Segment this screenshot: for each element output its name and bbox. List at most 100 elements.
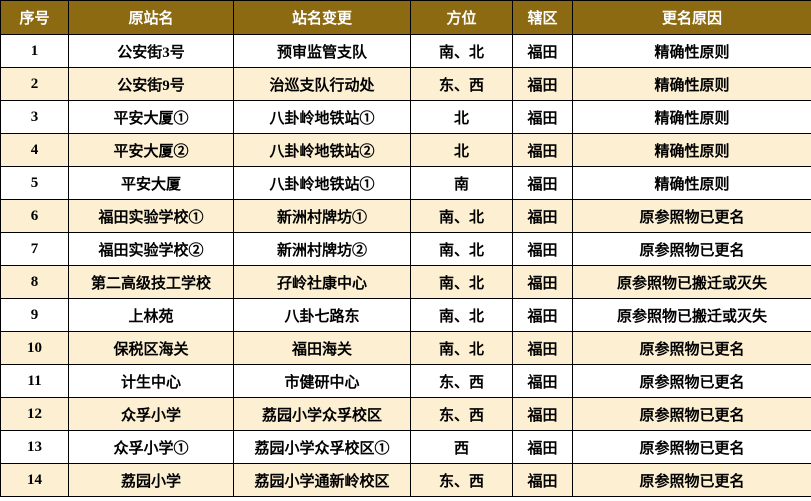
table-cell: 原参照物已更名 (572, 331, 811, 365)
table-cell: 原参照物已更名 (572, 199, 811, 233)
table-cell: 市健研中心 (233, 364, 411, 398)
table-cell: 荔园小学 (68, 463, 234, 497)
table-row: 9 上林苑 八卦七路东 南、北 福田 原参照物已搬迁或灭失 (0, 298, 811, 332)
table-cell: 福田 (512, 463, 573, 497)
table-cell: 南、北 (410, 265, 513, 299)
table-cell: 原参照物已搬迁或灭失 (572, 298, 811, 332)
table-cell: 福田 (512, 67, 573, 101)
table-cell: 南、北 (410, 199, 513, 233)
table-cell: 八卦七路东 (233, 298, 411, 332)
table-cell: 北 (410, 100, 513, 134)
table-cell: 平安大厦② (68, 133, 234, 167)
table-cell: 10 (0, 331, 69, 365)
table-cell: 东、西 (410, 67, 513, 101)
table-cell: 福田 (512, 364, 573, 398)
table-cell: 东、西 (410, 364, 513, 398)
table-row: 4 平安大厦② 八卦岭地铁站② 北福田 精确性原则 (0, 133, 811, 167)
table-cell: 东、西 (410, 397, 513, 431)
table-cell: 原参照物已更名 (572, 364, 811, 398)
table-cell: 13 (0, 430, 69, 464)
table-cell: 福田 (512, 430, 573, 464)
header-cell: 序号 (0, 0, 69, 35)
table-row: 7 福田实验学校② 新洲村牌坊② 南、北 福田 原参照物已更名 (0, 232, 811, 266)
table-cell: 福田实验学校② (68, 232, 234, 266)
table-cell: 7 (0, 232, 69, 266)
table-cell: 原参照物已更名 (572, 397, 811, 431)
table-cell: 北 (410, 133, 513, 167)
table-row: 3 平安大厦① 八卦岭地铁站① 北福田 精确性原则 (0, 100, 811, 134)
table-cell: 八卦岭地铁站① (233, 100, 411, 134)
table-cell: 计生中心 (68, 364, 234, 398)
table-cell: 福田 (512, 34, 573, 68)
table-cell: 9 (0, 298, 69, 332)
table-cell: 原参照物已更名 (572, 430, 811, 464)
table-cell: 精确性原则 (572, 166, 811, 200)
table-cell: 上林苑 (68, 298, 234, 332)
table-cell: 8 (0, 265, 69, 299)
table-cell: 平安大厦 (68, 166, 234, 200)
table-row: 12 众孚小学 荔园小学众孚校区 东、西 福田 原参照物已更名 (0, 397, 811, 431)
table-row: 13 众孚小学① 荔园小学众孚校区① 西福田 原参照物已更名 (0, 430, 811, 464)
table-row: 5 平安大厦 八卦岭地铁站① 南福田 精确性原则 (0, 166, 811, 200)
table-cell: 3 (0, 100, 69, 134)
header-cell: 方位 (410, 0, 513, 35)
table-row: 11 计生中心 市健研中心 东、西 福田 原参照物已更名 (0, 364, 811, 398)
header-row: 序号 原站名 站名变更 方位 辖区 更名原因 (0, 0, 811, 35)
table-cell: 精确性原则 (572, 100, 811, 134)
table-cell: 八卦岭地铁站① (233, 166, 411, 200)
table-cell: 福田 (512, 265, 573, 299)
table-cell: 福田 (512, 298, 573, 332)
table-row: 2 公安街9号 治巡支队行动处 东、西 福田 精确性原则 (0, 67, 811, 101)
table-cell: 预审监管支队 (233, 34, 411, 68)
table-cell: 西 (410, 430, 513, 464)
table-cell: 福田 (512, 166, 573, 200)
table-cell: 南、北 (410, 34, 513, 68)
table-cell: 精确性原则 (572, 67, 811, 101)
table-cell: 6 (0, 199, 69, 233)
table-cell: 原参照物已搬迁或灭失 (572, 265, 811, 299)
table-cell: 福田 (512, 331, 573, 365)
table-body: 1 公安街3号 预审监管支队 南、北 福田 精确性原则 2 公安街9号 治巡支队行动处 东、西 福田… (0, 34, 811, 497)
table-cell: 精确性原则 (572, 133, 811, 167)
table-cell: 新洲村牌坊② (233, 232, 411, 266)
table-cell: 孖岭社康中心 (233, 265, 411, 299)
table-cell: 福田 (512, 199, 573, 233)
table-cell: 新洲村牌坊① (233, 199, 411, 233)
table-cell: 八卦岭地铁站② (233, 133, 411, 167)
table-cell: 治巡支队行动处 (233, 67, 411, 101)
table-cell: 荔园小学通新岭校区 (233, 463, 411, 497)
table-cell: 众孚小学① (68, 430, 234, 464)
table-row: 1 公安街3号 预审监管支队 南、北 福田 精确性原则 (0, 34, 811, 68)
table-cell: 精确性原则 (572, 34, 811, 68)
table-cell: 众孚小学 (68, 397, 234, 431)
table-row: 8 第二高级技工学校 孖岭社康中心 南、北 福田 原参照物已搬迁或灭失 (0, 265, 811, 299)
table-cell: 公安街9号 (68, 67, 234, 101)
table-cell: 福田实验学校① (68, 199, 234, 233)
table-cell: 14 (0, 463, 69, 497)
table-cell: 2 (0, 67, 69, 101)
table-cell: 第二高级技工学校 (68, 265, 234, 299)
table-cell: 1 (0, 34, 69, 68)
table-cell: 南 (410, 166, 513, 200)
table-cell: 5 (0, 166, 69, 200)
table-cell: 原参照物已更名 (572, 232, 811, 266)
table-row: 14 荔园小学 荔园小学通新岭校区 东、西 福田 原参照物已更名 (0, 463, 811, 497)
table-cell: 南、北 (410, 331, 513, 365)
table-cell: 福田 (512, 133, 573, 167)
table-row: 10 保税区海关 福田海关 南、北 福田 原参照物已更名 (0, 331, 811, 365)
table-cell: 南、北 (410, 298, 513, 332)
table-cell: 福田海关 (233, 331, 411, 365)
table-cell: 福田 (512, 232, 573, 266)
table-cell: 南、北 (410, 232, 513, 266)
table-cell: 原参照物已更名 (572, 463, 811, 497)
table-cell: 12 (0, 397, 69, 431)
table-cell: 东、西 (410, 463, 513, 497)
table-cell: 11 (0, 364, 69, 398)
header-cell: 辖区 (512, 0, 573, 35)
header-cell: 站名变更 (233, 0, 411, 35)
table-cell: 福田 (512, 100, 573, 134)
table-cell: 保税区海关 (68, 331, 234, 365)
table-cell: 荔园小学众孚校区① (233, 430, 411, 464)
